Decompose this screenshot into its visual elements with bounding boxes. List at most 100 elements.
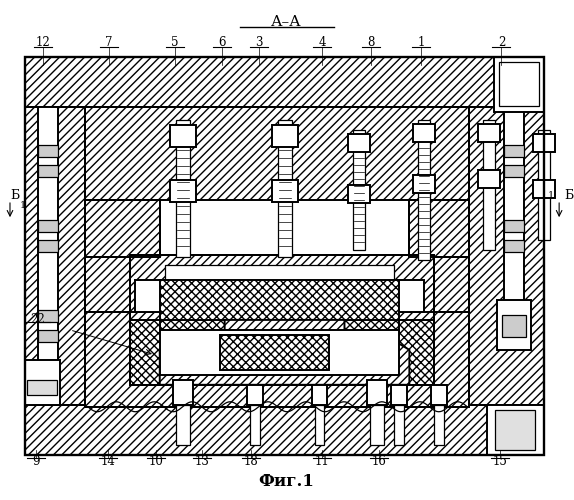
Bar [394, 405, 404, 444]
Text: 9: 9 [32, 455, 39, 468]
Text: 11: 11 [315, 455, 329, 468]
Bar [435, 405, 444, 444]
Bar [497, 300, 531, 350]
Bar [38, 330, 58, 342]
Bar [38, 107, 58, 405]
Bar [38, 240, 58, 252]
Bar [470, 107, 544, 405]
Text: 1: 1 [417, 36, 425, 49]
Bar [495, 410, 535, 450]
Bar [170, 125, 196, 147]
Bar [418, 120, 430, 260]
Bar [413, 124, 435, 142]
Bar [504, 165, 524, 177]
Bar [504, 240, 524, 252]
Bar [25, 107, 85, 405]
Text: 6: 6 [219, 36, 226, 49]
Bar [85, 312, 470, 407]
Bar [272, 180, 297, 202]
Bar [173, 380, 193, 405]
Text: 10: 10 [149, 455, 164, 468]
Bar [85, 312, 470, 407]
Bar [38, 220, 58, 232]
Bar [130, 255, 435, 335]
Bar [160, 200, 409, 257]
Bar [315, 405, 324, 444]
Bar [85, 257, 470, 312]
Bar [170, 180, 196, 202]
Bar [533, 134, 555, 152]
Bar [370, 405, 385, 444]
Bar [391, 385, 408, 405]
Bar [504, 145, 524, 157]
Bar [348, 185, 370, 203]
Bar [431, 385, 447, 405]
Text: 8: 8 [368, 36, 375, 49]
Bar [25, 58, 544, 107]
Text: 1: 1 [20, 200, 26, 209]
Bar [130, 320, 435, 385]
Bar [367, 380, 387, 405]
Bar [487, 405, 544, 454]
Text: 1: 1 [548, 190, 554, 200]
Bar [38, 145, 58, 157]
Bar [160, 330, 400, 375]
Bar [272, 125, 297, 147]
Bar [85, 257, 470, 312]
Bar [25, 107, 85, 405]
Bar [312, 385, 328, 405]
Text: 3: 3 [255, 36, 263, 49]
Bar [538, 130, 550, 240]
Bar [502, 315, 526, 337]
Bar [354, 130, 366, 250]
Bar [409, 200, 470, 257]
Text: 12: 12 [36, 36, 51, 49]
Text: 15: 15 [492, 455, 507, 468]
Bar [176, 120, 190, 257]
Bar [250, 405, 259, 444]
Bar [478, 170, 500, 188]
Bar [165, 265, 394, 325]
Bar [25, 405, 544, 454]
Bar [160, 280, 400, 335]
Bar [494, 58, 544, 112]
Bar [409, 200, 470, 257]
Text: Фиг.1: Фиг.1 [259, 473, 315, 490]
Bar [25, 58, 544, 454]
Bar [85, 200, 160, 257]
Text: 14: 14 [100, 455, 115, 468]
Bar [483, 120, 495, 250]
Bar [348, 134, 370, 152]
Bar [38, 165, 58, 177]
Text: А–А: А–А [272, 16, 302, 30]
Bar [478, 124, 500, 142]
Bar [220, 335, 329, 370]
Bar [533, 180, 555, 198]
Text: 16: 16 [372, 455, 387, 468]
Text: 7: 7 [105, 36, 113, 49]
Bar [130, 255, 435, 335]
Text: 22: 22 [30, 314, 45, 326]
Text: 2: 2 [498, 36, 505, 49]
Text: 18: 18 [243, 455, 258, 468]
Polygon shape [160, 320, 409, 385]
Bar [38, 310, 58, 322]
Bar [27, 380, 57, 395]
Bar [176, 405, 190, 444]
Bar [470, 107, 544, 405]
Bar [413, 175, 435, 193]
Bar [25, 360, 60, 405]
Bar [504, 107, 524, 327]
Text: 13: 13 [194, 455, 209, 468]
Bar [85, 107, 470, 257]
Text: 5: 5 [171, 36, 179, 49]
Bar [85, 107, 470, 257]
Bar [85, 200, 160, 257]
Text: Б: Б [10, 188, 20, 202]
Bar [278, 120, 292, 257]
Text: Б: Б [564, 188, 573, 202]
Bar [25, 58, 544, 107]
Bar [499, 62, 539, 106]
Text: 4: 4 [319, 36, 326, 49]
Bar [135, 280, 424, 312]
